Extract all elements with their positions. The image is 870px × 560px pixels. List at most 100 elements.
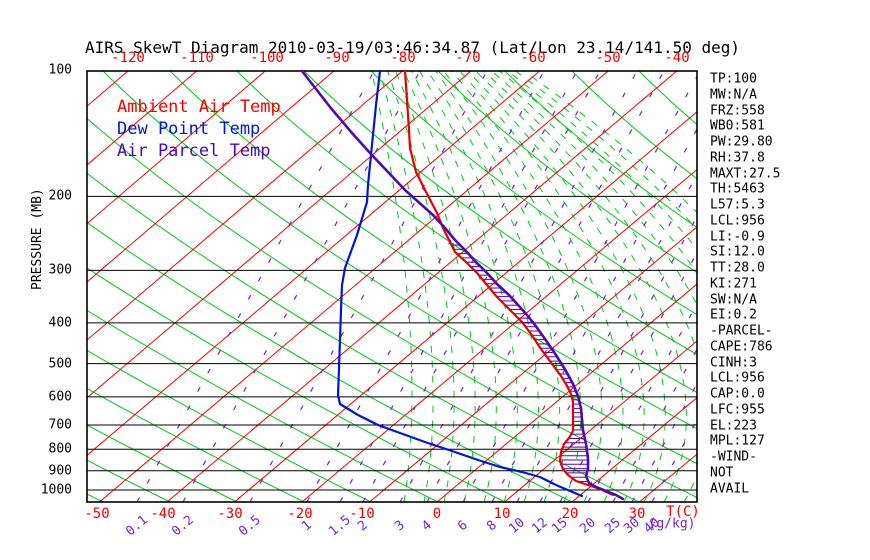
isotherm-line — [571, 397, 697, 502]
pressure-tick-label: 500 — [48, 356, 72, 372]
dry-adiabat-line — [87, 117, 697, 499]
bottom-temp-tick-label: 0 — [432, 506, 442, 522]
stat-line: TT:28.0 — [710, 260, 765, 276]
top-temp-tick-label: -100 — [250, 50, 284, 66]
isotherm-line — [87, 71, 197, 166]
stat-line: SW:N/A — [710, 292, 757, 307]
pressure-tick-label: 400 — [48, 315, 72, 331]
stat-line: PW:29.80 — [710, 134, 773, 150]
dry-adiabat-line — [571, 71, 697, 180]
stat-line: NOT — [710, 465, 734, 481]
bottom-temp-tick-label: -20 — [287, 506, 313, 522]
stat-line: LI:-0.9 — [710, 229, 765, 244]
mixing-ratio-line — [587, 302, 697, 502]
bottom-temp-tick-label: 10 — [493, 506, 511, 522]
isotherm-line — [87, 71, 472, 399]
top-temp-tick-label: -110 — [180, 50, 214, 66]
page-title: AIRS SkewT Diagram 2010-03-19/03:46:34.8… — [85, 38, 741, 57]
moist-adiabat-line — [371, 71, 413, 502]
dry-adiabat-line — [169, 71, 697, 430]
moist-adiabat-line — [475, 71, 687, 502]
stat-line: -PARCEL- — [710, 323, 773, 339]
moist-adiabat-line — [483, 71, 697, 502]
bottom-temp-tick-label: 30 — [628, 506, 646, 522]
dry-adiabat-line — [102, 71, 697, 465]
legend-item: Air Parcel Temp — [117, 141, 271, 161]
pressure-tick-label: 700 — [48, 417, 72, 433]
isotherm-line — [87, 71, 266, 225]
stat-line: TH:5463 — [710, 181, 765, 197]
stat-line: EI:0.2 — [710, 307, 757, 323]
top-temp-tick-label: -40 — [664, 50, 690, 66]
dry-adiabat-line — [87, 267, 506, 502]
moist-adiabat-line — [403, 71, 497, 502]
ambient-temp-curve — [403, 69, 615, 497]
isotherm-line — [99, 71, 609, 502]
dry-adiabat-line — [87, 349, 372, 502]
stat-line: LCL:956 — [710, 370, 765, 386]
moist-adiabat-line — [395, 71, 476, 502]
pressure-tick-label: 800 — [48, 441, 72, 457]
pressure-tick-label: 1000 — [40, 482, 72, 498]
moist-adiabat-line — [507, 71, 697, 250]
pressure-tick-label: 600 — [48, 389, 72, 405]
mixing-ratio-line — [362, 71, 601, 502]
moist-adiabat-line — [411, 71, 518, 502]
stat-line: MPL:127 — [710, 433, 765, 449]
bottom-temp-tick-label: -10 — [349, 506, 375, 522]
cape-hatch-area — [452, 244, 614, 495]
dry-adiabat-line — [370, 71, 697, 316]
stat-line: TP:100 — [710, 71, 757, 87]
isotherm-line — [504, 340, 697, 502]
dry-adiabat-line — [87, 172, 640, 502]
moist-adiabat-line — [427, 71, 561, 502]
dry-adiabat-line — [87, 424, 238, 502]
parcel-temp-curve — [300, 69, 625, 501]
bottom-temp-tick-label: -50 — [84, 506, 110, 522]
pressure-tick-label: 900 — [48, 463, 72, 479]
dry-adiabat-line — [504, 71, 697, 229]
isotherm-line — [87, 71, 540, 456]
pressure-tick-label: 200 — [48, 188, 72, 204]
top-temp-tick-label: -90 — [324, 50, 350, 66]
stat-line: L57:5.3 — [710, 197, 765, 213]
stat-line: EL:223 — [710, 418, 757, 433]
isotherm-line — [166, 71, 678, 502]
isotherm-line — [234, 111, 697, 502]
dry-adiabat-line — [87, 387, 305, 502]
stat-line: MAXT:27.5 — [710, 166, 781, 181]
bottom-temp-tick-label: 20 — [561, 506, 579, 522]
plot-border — [86, 70, 698, 503]
moist-adiabat-line — [459, 71, 645, 502]
stat-line: MW:N/A — [710, 87, 757, 103]
mixing-ratio-unit-label: (g/kg) — [648, 516, 696, 532]
dew-point-curve — [336, 69, 584, 498]
dry-adiabat-line — [87, 309, 439, 502]
dry-adiabat-line — [303, 71, 697, 356]
moist-adiabat-line — [443, 71, 603, 502]
moist-adiabat-line — [419, 71, 539, 502]
moist-adiabat-line — [379, 71, 434, 502]
bottom-temp-tick-label: -30 — [217, 506, 243, 522]
stat-line: CINH:3 — [710, 355, 757, 370]
pressure-tick-label: 300 — [48, 262, 72, 278]
moist-adiabat-line — [523, 71, 697, 214]
isotherm-line — [369, 226, 697, 502]
stat-line: KI:271 — [710, 276, 757, 292]
mixing-ratio-line — [426, 71, 665, 502]
stat-line: LFC:955 — [710, 402, 765, 418]
stat-line: LCL:956 — [710, 213, 765, 229]
temp-unit-label: T(C) — [666, 504, 700, 520]
isotherm-line — [87, 71, 335, 283]
stat-line: CAPE:786 — [710, 339, 773, 355]
stat-line: CAP:0.0 — [710, 386, 765, 402]
dry-adiabat-line — [87, 222, 573, 502]
top-temp-tick-label: -60 — [520, 50, 546, 66]
top-temp-tick-label: -80 — [390, 50, 416, 66]
top-temp-tick-label: -50 — [595, 50, 621, 66]
pressure-tick-label: 100 — [48, 62, 72, 78]
stat-line: FRZ:558 — [710, 103, 765, 118]
isotherm-line — [301, 168, 697, 502]
